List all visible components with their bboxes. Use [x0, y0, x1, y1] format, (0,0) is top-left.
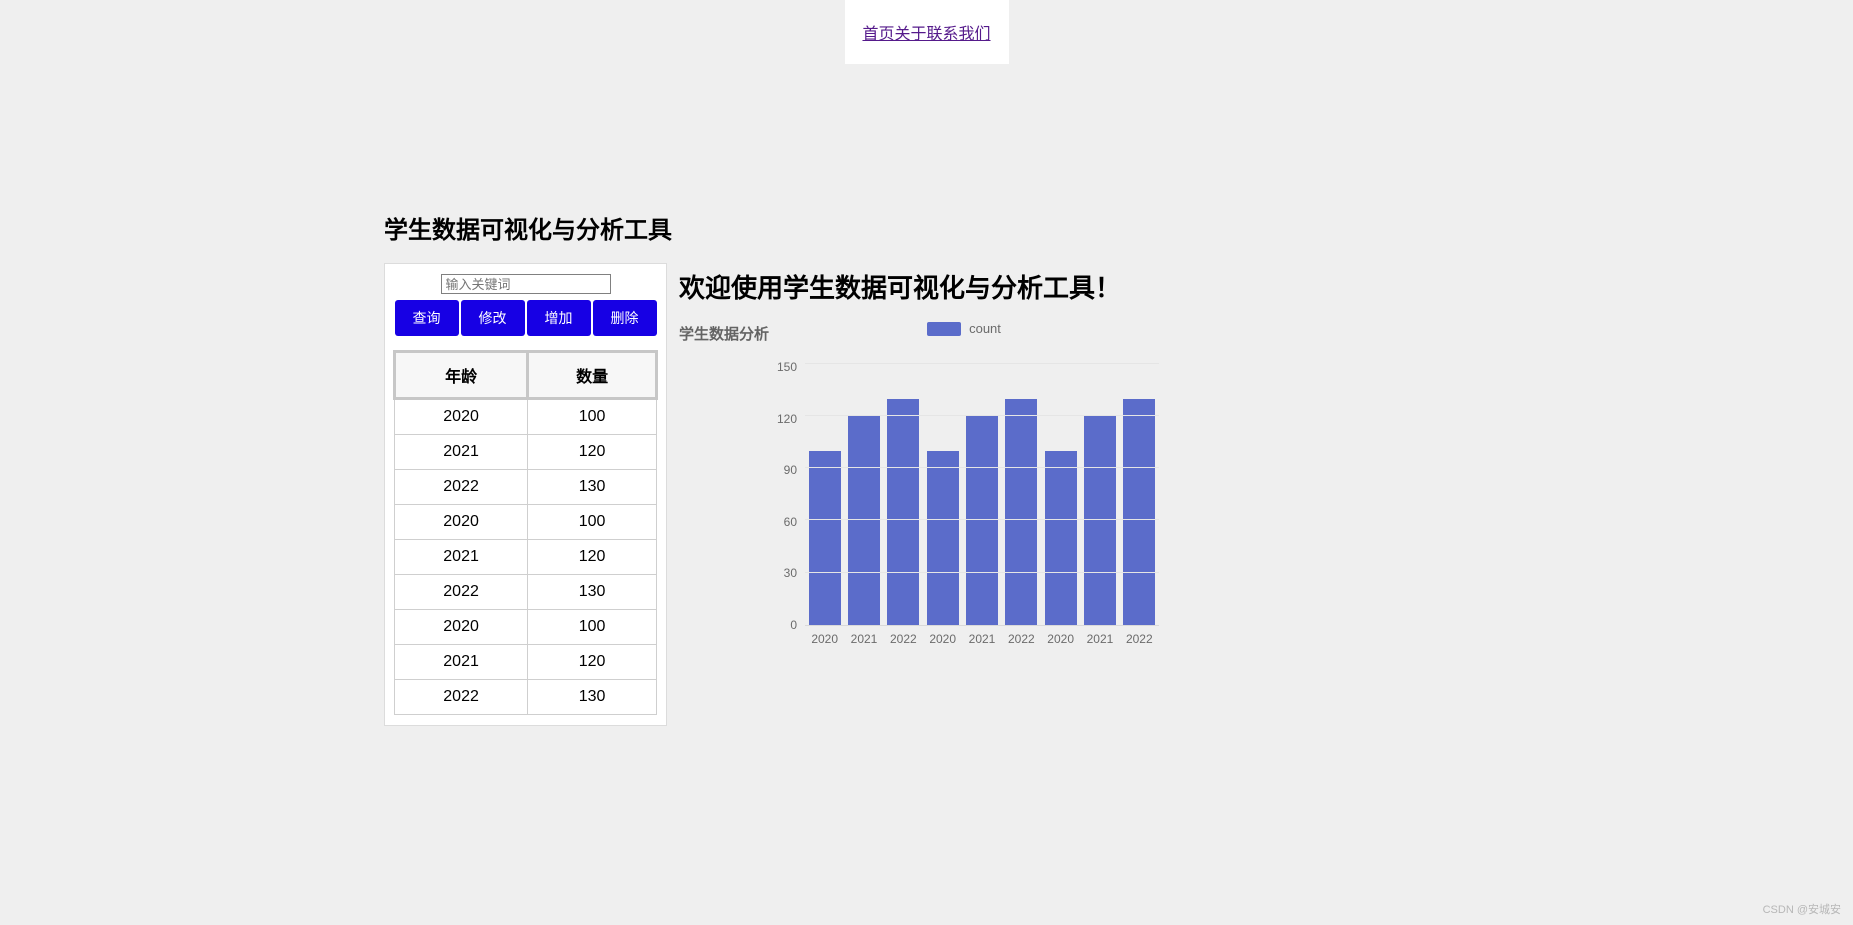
nav-link-about[interactable]: 关于 — [894, 20, 926, 44]
welcome-title: 欢迎使用学生数据可视化与分析工具！ — [679, 268, 1159, 305]
table-cell: 2020 — [395, 610, 528, 645]
table-cell: 130 — [528, 680, 657, 715]
delete-button[interactable]: 删除 — [593, 300, 657, 336]
page-title: 学生数据可视化与分析工具 — [384, 210, 1184, 245]
watermark: CSDN @安城安 — [1763, 901, 1841, 917]
x-tick: 2021 — [844, 632, 883, 646]
query-button[interactable]: 查询 — [395, 300, 459, 336]
chart-bar — [1005, 399, 1037, 625]
y-tick: 60 — [784, 516, 797, 528]
x-tick: 2022 — [1002, 632, 1041, 646]
table-cell: 2020 — [395, 399, 528, 435]
y-tick: 0 — [790, 619, 797, 631]
table-row: 2021120 — [395, 645, 657, 680]
table-cell: 2020 — [395, 505, 528, 540]
table-row: 2021120 — [395, 435, 657, 470]
table-cell: 2021 — [395, 435, 528, 470]
chart-legend: count — [769, 321, 1159, 336]
chart-plot-area — [805, 356, 1159, 626]
table-row: 2020100 — [395, 610, 657, 645]
table-cell: 2021 — [395, 540, 528, 575]
table-row: 2021120 — [395, 540, 657, 575]
table-cell: 120 — [528, 645, 657, 680]
table-cell: 100 — [528, 399, 657, 435]
table-cell: 100 — [528, 505, 657, 540]
chart-x-axis: 202020212022202020212022202020212022 — [805, 626, 1159, 646]
legend-label: count — [969, 321, 1001, 336]
top-nav: 首页 关于 联系我们 — [844, 0, 1008, 64]
chart-bar — [809, 451, 841, 625]
y-tick: 120 — [777, 413, 797, 425]
table-cell: 2021 — [395, 645, 528, 680]
chart-bar — [1084, 416, 1116, 625]
chart-bar — [848, 416, 880, 625]
table-cell: 130 — [528, 470, 657, 505]
chart-bar — [927, 451, 959, 625]
table-cell: 120 — [528, 435, 657, 470]
chart-bar — [1123, 399, 1155, 625]
y-tick: 150 — [777, 361, 797, 373]
x-tick: 2020 — [923, 632, 962, 646]
table-cell: 2022 — [395, 575, 528, 610]
x-tick: 2020 — [805, 632, 844, 646]
search-input[interactable] — [441, 274, 611, 294]
table-cell: 2022 — [395, 470, 528, 505]
table-cell: 120 — [528, 540, 657, 575]
table-row: 2022130 — [395, 470, 657, 505]
table-row: 2020100 — [395, 399, 657, 435]
data-table: 年龄 数量 2020100202112020221302020100202112… — [393, 350, 658, 715]
col-header-count: 数量 — [528, 352, 657, 399]
x-tick: 2022 — [884, 632, 923, 646]
y-tick: 90 — [784, 464, 797, 476]
chart-bar — [1045, 451, 1077, 625]
chart-bar — [966, 416, 998, 625]
edit-button[interactable]: 修改 — [461, 300, 525, 336]
left-panel: 查询 修改 增加 删除 年龄 数量 2020100202112020221302… — [384, 263, 667, 726]
chart-bar — [887, 399, 919, 625]
x-tick: 2021 — [1080, 632, 1119, 646]
x-tick: 2022 — [1120, 632, 1159, 646]
main-container: 学生数据可视化与分析工具 查询 修改 增加 删除 年龄 数量 202010020… — [384, 210, 1184, 726]
chart-y-axis: 1501209060300 — [769, 356, 805, 626]
right-panel: 欢迎使用学生数据可视化与分析工具！ 学生数据分析 count 150 120 90 6… — [679, 263, 1159, 726]
table-cell: 2022 — [395, 680, 528, 715]
col-header-age: 年龄 — [395, 352, 528, 399]
add-button[interactable]: 增加 — [527, 300, 591, 336]
chart-ytitle: 学生数据分析 — [679, 321, 769, 344]
table-row: 2022130 — [395, 680, 657, 715]
table-cell: 100 — [528, 610, 657, 645]
legend-swatch-icon — [927, 322, 961, 336]
table-row: 2020100 — [395, 505, 657, 540]
chart-area: 学生数据分析 count 1501209060300 2020202120222… — [679, 321, 1159, 646]
x-tick: 2020 — [1041, 632, 1080, 646]
nav-link-home[interactable]: 首页 — [862, 20, 894, 44]
x-tick: 2021 — [962, 632, 1001, 646]
table-row: 2022130 — [395, 575, 657, 610]
y-tick: 30 — [784, 567, 797, 579]
table-cell: 130 — [528, 575, 657, 610]
nav-link-contact[interactable]: 联系我们 — [927, 20, 991, 44]
